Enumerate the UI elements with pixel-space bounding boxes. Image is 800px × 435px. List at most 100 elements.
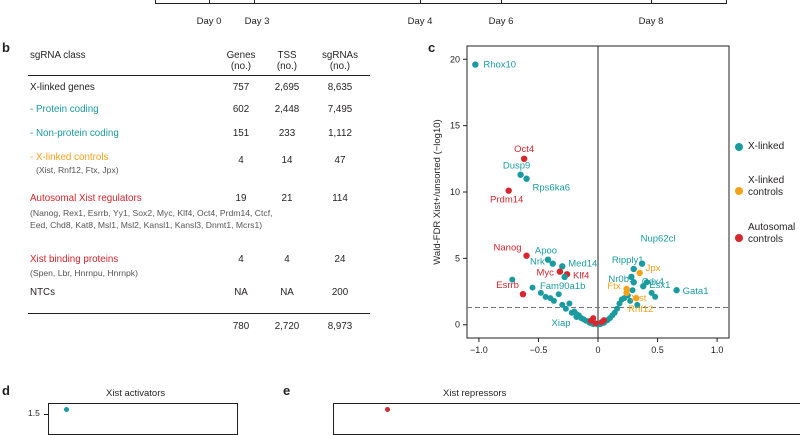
data-point	[562, 305, 569, 312]
panel-d-title: Xist activators	[106, 388, 166, 399]
point-label-med14: Med14	[568, 258, 597, 269]
data-point-apoo	[544, 256, 552, 263]
data-point-nr0b1	[628, 273, 635, 281]
data-point-oct4	[520, 155, 528, 163]
point-label-rhox10: Rhox10	[483, 60, 516, 71]
data-point-rps6ka6	[523, 175, 530, 182]
panel-d-frame	[48, 403, 238, 435]
data-point-xist	[623, 289, 630, 297]
panel-e-letter: e	[283, 383, 291, 398]
row-sgrnas: 8,635	[327, 82, 353, 93]
point-label-oct4: Oct4	[514, 144, 534, 155]
point-label-ftx: Ftx	[607, 281, 620, 292]
row-tss: 2,695	[274, 82, 300, 93]
data-point	[509, 276, 516, 283]
x-tick-label: 1.0	[711, 345, 724, 355]
y-tick-label: 10	[450, 187, 460, 197]
data-point	[542, 293, 549, 300]
data-point-gata1	[673, 287, 680, 294]
data-point	[600, 317, 607, 324]
row-sgrnas: 114	[332, 193, 348, 204]
data-point	[652, 293, 659, 300]
point-label-ripply1: Ripply1	[612, 255, 644, 266]
total-tss: 2,720	[274, 321, 300, 332]
data-point	[555, 291, 562, 298]
row-tss: 14	[281, 155, 293, 166]
panel-d-ytick: 1.5	[28, 408, 40, 418]
data-point-nup62cl	[638, 260, 646, 267]
data-point-cdx4	[630, 279, 637, 286]
x-tick-label: 0	[595, 345, 600, 355]
row-genes: 151	[232, 128, 250, 139]
data-point	[592, 320, 599, 327]
panel-c-letter: c	[428, 40, 436, 55]
point-label-esrrb: Esrrb	[496, 280, 519, 291]
row-genes: 757	[232, 82, 250, 93]
point-label-prdm14: Prdm14	[490, 195, 523, 206]
timeline-tick	[254, 0, 255, 4]
header-genes-unit: (no.)	[230, 61, 252, 72]
header-tss-unit: (no.)	[276, 61, 298, 72]
point-label-apoo: Apoo	[535, 246, 557, 257]
data-point-myc	[556, 268, 564, 275]
point-label-nr0b1: Nr0b1	[608, 274, 634, 285]
y-tick-label: 15	[450, 121, 460, 131]
data-point	[643, 279, 650, 286]
timeline-axis	[155, 0, 727, 4]
data-point	[627, 297, 634, 304]
row-tss: NA	[280, 287, 294, 298]
data-point-esrrb	[519, 291, 527, 298]
point-label-esx1: Esx1	[649, 280, 670, 291]
row-genes: 4	[238, 254, 244, 265]
row-tss: 2,448	[274, 104, 300, 115]
row-label: - X-linked controls	[30, 152, 109, 163]
data-point-ripply1	[630, 265, 637, 273]
volcano-plot: −1.0−0.500.51.005101520Beta score Xist+/…	[432, 45, 730, 355]
panel-d-ytick-mark	[44, 414, 48, 415]
row-sgrnas: 47	[334, 155, 346, 166]
panel-e-point	[385, 407, 390, 412]
point-label-nup62cl: Nup62cl	[641, 234, 676, 245]
data-point-fam90a1b	[561, 273, 568, 281]
data-point-nanog	[523, 252, 530, 259]
timeline-day-6: Day 6	[488, 16, 514, 27]
timeline-tick	[420, 0, 421, 4]
x-tick-label: −1.0	[470, 345, 488, 355]
total-genes: 780	[232, 321, 250, 332]
row-label: X-linked genes	[30, 82, 95, 93]
y-tick-label: 0	[455, 320, 460, 330]
row-sub: (Nanog, Rex1, Esrrb, Yy1, Sox2, Myc, Klf…	[30, 208, 273, 231]
data-point	[529, 284, 536, 291]
row-label: Autosomal Xist regulators	[30, 193, 142, 204]
table-top-rule	[28, 75, 370, 76]
data-point-dusp9	[517, 171, 524, 178]
row-sgrnas: 24	[334, 254, 346, 265]
point-label-xiap: Xiap	[552, 318, 571, 329]
data-point-rnf12	[632, 294, 640, 302]
data-point-nrk	[549, 260, 556, 267]
point-label-nrk: Nrk	[530, 257, 545, 268]
point-label-dusp9: Dusp9	[503, 161, 530, 172]
legend-dot	[735, 234, 743, 242]
header-sgrnas: sgRNAs	[322, 50, 358, 61]
panel-b-letter: b	[2, 40, 10, 55]
panel-e-frame	[333, 403, 800, 435]
data-point	[629, 287, 636, 294]
x-tick-label: −0.5	[530, 345, 548, 355]
total-sgrnas: 8,973	[327, 321, 353, 332]
header-sgrnas-unit: (no.)	[329, 61, 351, 72]
point-label-rnf12: Rnf12	[628, 304, 653, 315]
legend-dot	[735, 143, 743, 151]
point-label-cdx4: Cdx4	[642, 276, 664, 287]
y-tick-label: 20	[450, 54, 460, 64]
row-genes: 4	[238, 155, 244, 166]
point-label-gata1: Gata1	[683, 286, 709, 297]
legend-label: Autosomal controls	[748, 222, 796, 245]
y-axis-label: Wald-FDR Xist+/unsorted (−log10)	[432, 119, 443, 264]
row-tss: 4	[284, 254, 290, 265]
y-tick-label: 5	[455, 253, 460, 263]
data-point	[648, 289, 655, 296]
data-point	[559, 301, 566, 308]
header-genes: Genes	[226, 50, 256, 61]
data-point-med14	[559, 263, 566, 270]
